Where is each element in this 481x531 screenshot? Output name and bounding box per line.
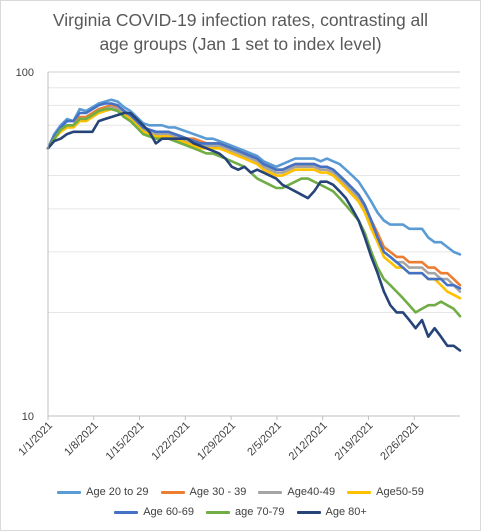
series-line	[46, 107, 462, 318]
legend-item: Age 60-69	[114, 506, 194, 518]
legend-label: age 70-79	[234, 506, 285, 518]
legend-item: Age40-49	[258, 486, 335, 498]
gridlines	[48, 71, 460, 417]
series-line	[46, 98, 462, 256]
legend-swatch	[347, 490, 372, 494]
series-line	[46, 111, 462, 352]
legend-label: Age 60-69	[143, 506, 194, 518]
legend-swatch	[57, 490, 82, 494]
series-line	[46, 102, 462, 290]
legend-label: Age 30 - 39	[189, 486, 247, 498]
x-tick-label: 2/5/2021	[245, 420, 284, 459]
legend-swatch	[205, 510, 230, 514]
x-tick-label: 1/15/2021	[104, 420, 147, 463]
legend-item: age 70-79	[205, 506, 285, 518]
legend-label: Age40-49	[287, 486, 336, 498]
legend-item: Age 20 to 29	[57, 486, 149, 498]
y-tick-label: 10	[22, 411, 34, 423]
legend-item: Age 80+	[296, 506, 367, 518]
x-tick-label: 1/29/2021	[195, 420, 238, 463]
chart-title-line-2: age groups (Jan 1 set to index level)	[99, 34, 382, 54]
legend-item: Age 30 - 39	[160, 486, 247, 498]
legend-swatch	[114, 510, 139, 514]
x-tick-label: 2/26/2021	[378, 420, 421, 463]
legend-label: Age 80+	[325, 506, 367, 518]
legend-label: Age 20 to 29	[86, 486, 149, 498]
chart-title: Virginia COVID-19 infection rates, contr…	[0, 8, 481, 56]
series-lines	[46, 98, 462, 352]
legend-row-2: Age 60-69 age 70-79 Age 80+	[0, 502, 481, 522]
legend: Age 20 to 29 Age 30 - 39 Age40-49 Age50-59 …	[0, 482, 481, 522]
legend-item: Age50-59	[347, 486, 424, 498]
legend-label: Age50-59	[376, 486, 424, 498]
chart-title-line-1: Virginia COVID-19 infection rates, contr…	[52, 10, 429, 30]
legend-swatch	[296, 510, 321, 514]
x-tick-label: 1/22/2021	[149, 420, 192, 463]
y-tick-label: 100	[16, 67, 34, 79]
x-tick-label: 1/8/2021	[62, 420, 101, 459]
series-line	[46, 104, 462, 287]
legend-row-1: Age 20 to 29 Age 30 - 39 Age40-49 Age50-59	[0, 482, 481, 502]
x-tick-label: 2/19/2021	[332, 420, 375, 463]
series-line	[46, 107, 462, 300]
legend-swatch	[160, 490, 185, 494]
x-tick-label: 1/1/2021	[16, 420, 55, 459]
legend-swatch	[258, 490, 283, 494]
x-tick-label: 2/12/2021	[287, 420, 330, 463]
